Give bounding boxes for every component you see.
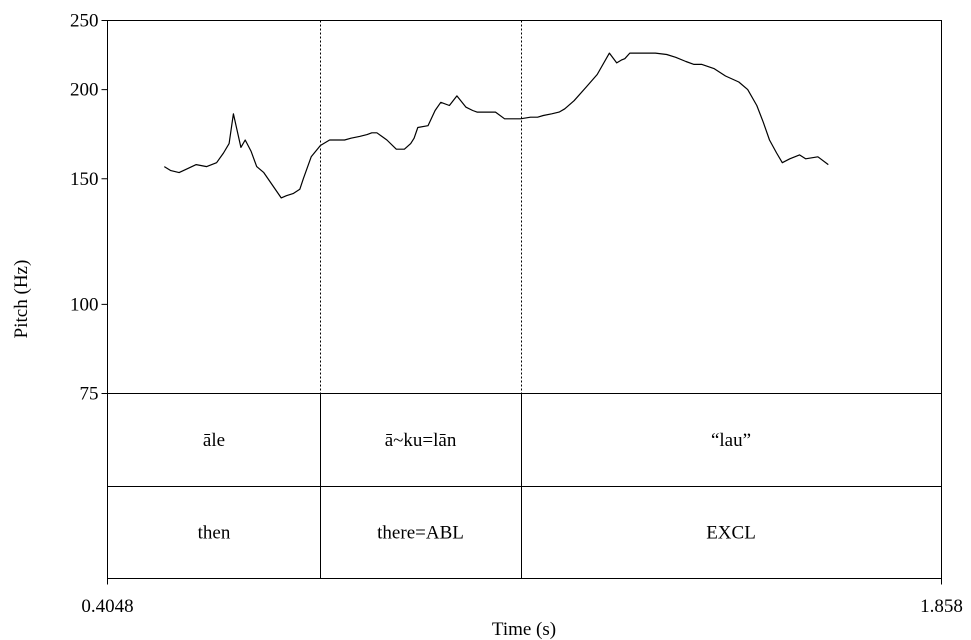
tier-2-segment-label: there=ABL bbox=[377, 523, 464, 544]
tier-2-labels: then there=ABL EXCL bbox=[198, 523, 756, 544]
y-axis-ticks: 250 200 150 100 75 bbox=[70, 11, 108, 405]
pitch-contour-line bbox=[163, 52, 829, 199]
tier-1-segment-label: “lau” bbox=[711, 430, 751, 451]
plot-frame bbox=[107, 20, 942, 579]
y-axis-title: Pitch (Hz) bbox=[11, 260, 32, 339]
y-tick-label: 200 bbox=[70, 80, 99, 101]
tier-1-labels: āle ā~ku=lān “lau” bbox=[203, 430, 751, 451]
tier-2-segment-label: then bbox=[198, 523, 231, 544]
y-tick-label: 250 bbox=[70, 11, 99, 32]
y-tick-label: 100 bbox=[70, 294, 99, 315]
tier-2-segment-label: EXCL bbox=[706, 523, 756, 544]
x-axis-title: Time (s) bbox=[492, 619, 556, 640]
boundary-lines bbox=[320, 20, 522, 579]
x-axis-ticks: 0.4048 1.858 bbox=[81, 578, 963, 617]
y-tick-label: 75 bbox=[80, 384, 99, 405]
x-tick-label: 1.858 bbox=[920, 596, 963, 617]
x-tick-label: 0.4048 bbox=[81, 596, 133, 617]
y-tick-label: 150 bbox=[70, 169, 99, 190]
tier-1-segment-label: āle bbox=[203, 430, 225, 451]
tier-1-segment-label: ā~ku=lān bbox=[385, 430, 457, 451]
